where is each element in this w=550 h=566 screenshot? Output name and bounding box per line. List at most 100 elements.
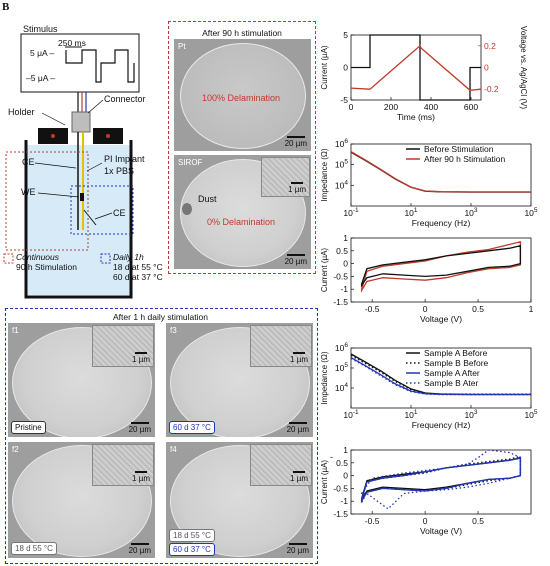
series-line-2 [350, 151, 531, 193]
y-tick-label: 1 [343, 233, 348, 243]
schematic-diagram [3, 33, 140, 299]
y-axis-label: Current (µA) [320, 248, 329, 293]
x-axis-label: Voltage (V) [420, 314, 462, 324]
sirof-inset: 1 µm [261, 157, 310, 197]
plot-frame [350, 237, 532, 303]
series-line-2 [350, 44, 482, 91]
plot-frame [350, 143, 532, 207]
sem-pt-image: Pt 100% Delamination 20 µm [174, 39, 311, 151]
y-tick-label: 1 [343, 445, 348, 455]
chart-3 [350, 237, 532, 303]
f4-label: f4 [170, 445, 177, 454]
pbs-label: 1x PBS [104, 166, 135, 176]
x-tick-label: 0.5 [472, 516, 484, 526]
y-tick-label: 106 [335, 138, 348, 149]
x-tick-label: 103 [464, 207, 477, 218]
f2-label: f2 [12, 445, 19, 454]
y-tick-label: 104 [335, 179, 348, 190]
we-electrode [80, 193, 84, 201]
f1-inset: 1 µm [92, 325, 154, 367]
x-tick-label: 0.5 [472, 304, 484, 314]
chart5-marker: - [330, 452, 333, 462]
x-tick-label: 10-1 [343, 409, 359, 420]
pulse-width-label: 250 ms [58, 38, 86, 48]
stimulus-title: Stimulus [23, 24, 58, 34]
f1-label: f1 [12, 326, 19, 335]
pt-label: Pt [178, 42, 186, 51]
y2-tick-label: 0 [484, 63, 489, 73]
x-axis-label: Frequency (Hz) [412, 420, 471, 430]
y-tick-label: -0.5 [333, 483, 348, 493]
panel-label: B [2, 1, 10, 13]
y-axis-label: Impedance (Ω) [320, 148, 329, 201]
y-tick-label: 105 [335, 362, 348, 373]
y-tick-label: 104 [335, 382, 348, 393]
legend-entry: Sample B Before [424, 358, 489, 368]
y-tick-label: -5 [340, 95, 348, 105]
y-axis-label: Current (µA) [320, 460, 329, 505]
pi-implant-label: PI Implant [104, 154, 145, 164]
sem-f3-image: f3 1 µm 60 d 37 °C 20 µm [166, 323, 313, 437]
sirof-scalebar: 20 µm [285, 254, 307, 266]
continuous-box [5, 151, 89, 251]
y-tick-label: -1.5 [333, 509, 348, 519]
chart-5 [350, 449, 532, 515]
y-axis-label: Impedance (Ω) [320, 351, 329, 404]
legend-daily-l2: 60 d at 37 °C [113, 272, 163, 282]
x-tick-label: -0.5 [365, 516, 380, 526]
x-tick-label: 10-1 [343, 207, 359, 218]
legend-daily-title: Daily 1h [113, 252, 144, 262]
ce-right-label: CE [113, 208, 126, 218]
connector [71, 111, 91, 133]
y2-tick-label: 0.2 [484, 41, 496, 51]
x-tick-label: 200 [384, 102, 398, 112]
legend-continuous-sub: 90 h Stimulation [16, 262, 77, 272]
y2-tick-label: -0.2 [484, 84, 499, 94]
tag-18d-55c-f4: 18 d 55 °C [169, 529, 215, 542]
ce-left-label: CE [22, 157, 35, 167]
x-tick-label: 1 [529, 304, 534, 314]
x-tick-label: 0 [423, 304, 428, 314]
chart-1 [350, 34, 482, 101]
series-line-4 [350, 357, 531, 396]
dust-particle [182, 203, 192, 215]
daily-box [70, 185, 134, 235]
sem-f4-image: f4 1 µm 18 d 55 °C 60 d 37 °C 20 µm [166, 442, 313, 558]
y-tick-label: 0 [343, 259, 348, 269]
f2-inset: 1 µm [92, 444, 154, 486]
pt-scalebar: 20 µm [285, 136, 307, 148]
sem-sirof-image: SIROF Dust 0% Delamination 1 µm 20 µm [174, 155, 311, 269]
f3-inset: 1 µm [250, 325, 312, 367]
f3-label: f3 [170, 326, 177, 335]
amp-neg-label: –5 μA – [26, 73, 56, 83]
series-line-2 [350, 354, 531, 395]
plot-frame [350, 449, 532, 515]
tag-60d-37c: 60 d 37 °C [169, 421, 215, 434]
x-axis-label: Time (ms) [397, 112, 435, 122]
connector-label: Connector [104, 94, 146, 104]
x-axis-label: Frequency (Hz) [412, 218, 471, 228]
legend-entry: Sample B Ater [424, 378, 479, 388]
y-tick-label: 0.5 [336, 458, 348, 468]
legend-daily-l1: 18 d at 55 °C [113, 262, 163, 272]
legend-entry: Sample A After [424, 368, 480, 378]
x-tick-label: 103 [464, 409, 477, 420]
series-line-3 [360, 457, 522, 504]
dust-label: Dust [198, 194, 217, 204]
series-line-4 [360, 449, 522, 510]
x-tick-label: 101 [404, 207, 417, 218]
y-tick-label: 105 [335, 159, 348, 170]
sirof-delamination: 0% Delamination [207, 217, 276, 227]
y-tick-label: -1 [340, 496, 348, 506]
x-tick-label: 105 [524, 409, 537, 420]
x-tick-label: 101 [404, 409, 417, 420]
f4-inset: 1 µm [250, 444, 312, 486]
beaker [24, 140, 133, 299]
y-tick-label: -0.5 [333, 271, 348, 281]
series-line-1 [360, 240, 522, 293]
sem-bottom-frame [5, 308, 318, 564]
x-tick-label: -0.5 [365, 304, 380, 314]
pt-delamination: 100% Delamination [202, 93, 281, 103]
series-line-1 [351, 34, 481, 101]
y-axis-label: Current (µA) [320, 45, 329, 90]
